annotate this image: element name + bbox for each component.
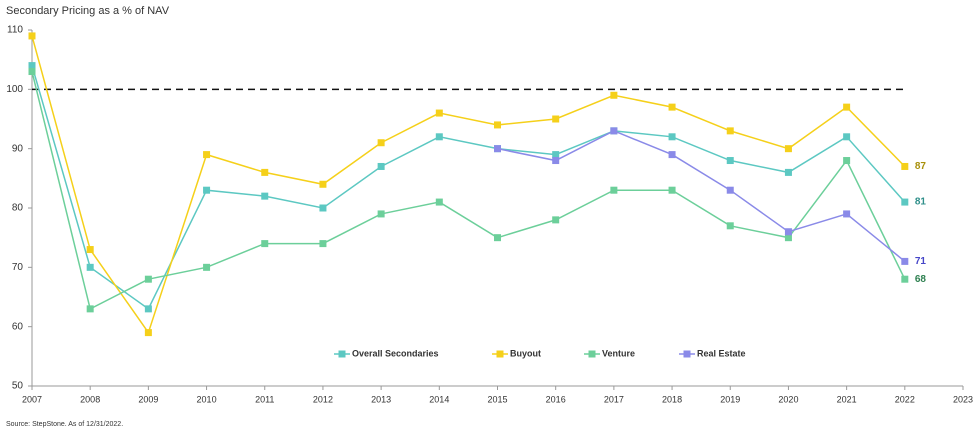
marker <box>843 210 851 218</box>
marker <box>319 180 327 188</box>
legend-marker <box>588 350 596 358</box>
marker <box>319 240 327 248</box>
marker <box>552 157 560 165</box>
marker <box>552 115 560 123</box>
marker <box>261 240 269 248</box>
marker <box>668 151 676 159</box>
x-tick-label: 2018 <box>662 394 682 404</box>
end-value-label: 87 <box>915 161 927 172</box>
legend-label: Real Estate <box>697 348 746 358</box>
end-value-label: 71 <box>915 256 927 267</box>
marker <box>784 145 792 153</box>
marker <box>261 168 269 176</box>
marker <box>552 216 560 224</box>
x-tick-label: 2012 <box>313 394 333 404</box>
marker <box>144 275 152 283</box>
x-tick-label: 2013 <box>371 394 391 404</box>
marker <box>726 127 734 135</box>
x-tick-label: 2015 <box>487 394 507 404</box>
marker <box>726 222 734 230</box>
marker <box>261 192 269 200</box>
y-tick-label: 110 <box>7 25 23 36</box>
x-tick-label: 2009 <box>138 394 158 404</box>
marker <box>435 133 443 141</box>
end-value-label: 81 <box>915 197 927 208</box>
marker <box>784 234 792 242</box>
marker <box>28 68 36 76</box>
legend-label: Buyout <box>510 348 541 358</box>
y-tick-label: 80 <box>12 203 24 214</box>
marker <box>901 198 909 206</box>
x-tick-label: 2021 <box>837 394 857 404</box>
marker <box>726 157 734 165</box>
legend-marker <box>496 350 504 358</box>
marker <box>494 145 501 153</box>
marker <box>843 103 851 111</box>
series-line <box>31 71 906 310</box>
marker <box>435 198 443 206</box>
marker <box>203 263 211 271</box>
marker <box>144 329 152 337</box>
marker <box>901 275 909 283</box>
source-note: Source: StepStone. As of 12/31/2022. <box>6 421 123 428</box>
marker <box>668 133 676 141</box>
marker <box>435 109 443 117</box>
marker <box>610 91 618 99</box>
x-tick-label: 2017 <box>604 394 624 404</box>
marker <box>144 305 152 313</box>
marker <box>901 257 909 265</box>
x-tick-label: 2022 <box>895 394 915 404</box>
series-line <box>31 35 906 335</box>
y-tick-label: 100 <box>6 84 23 95</box>
x-tick-label: 2019 <box>720 394 740 404</box>
marker <box>668 186 676 194</box>
x-tick-label: 2023 <box>953 394 973 404</box>
marker <box>784 228 792 236</box>
chart-title: Secondary Pricing as a % of NAV <box>6 5 170 17</box>
y-tick-label: 90 <box>12 143 24 154</box>
marker <box>668 103 676 111</box>
series-line <box>31 65 906 310</box>
marker <box>901 162 909 170</box>
y-tick-label: 70 <box>12 262 24 273</box>
marker <box>726 186 734 194</box>
series-line <box>497 130 906 262</box>
x-tick-label: 2020 <box>778 394 798 404</box>
marker <box>377 162 385 170</box>
marker <box>552 151 560 159</box>
legend-marker <box>683 350 691 358</box>
y-tick-label: 60 <box>12 321 24 332</box>
x-tick-label: 2010 <box>197 394 217 404</box>
marker <box>28 62 36 70</box>
legend-label: Venture <box>602 348 635 358</box>
legend-marker <box>338 350 346 358</box>
legend-label: Overall Secondaries <box>352 348 439 358</box>
marker <box>86 305 94 313</box>
marker <box>610 127 618 135</box>
y-tick-label: 50 <box>12 381 24 392</box>
x-tick-label: 2008 <box>80 394 100 404</box>
marker <box>28 32 36 40</box>
marker <box>610 186 618 194</box>
end-value-label: 68 <box>915 274 927 285</box>
x-tick-label: 2011 <box>255 394 274 404</box>
marker <box>784 168 792 176</box>
marker <box>86 246 94 254</box>
marker <box>377 210 385 218</box>
marker <box>494 234 501 242</box>
marker <box>494 121 501 129</box>
marker <box>86 263 94 271</box>
x-tick-label: 2016 <box>546 394 566 404</box>
marker <box>843 133 851 141</box>
marker <box>319 204 327 212</box>
marker <box>203 186 211 194</box>
marker <box>843 157 851 165</box>
marker <box>203 151 211 159</box>
x-tick-label: 2007 <box>22 394 42 404</box>
marker <box>377 139 385 147</box>
x-tick-label: 2014 <box>429 394 449 404</box>
